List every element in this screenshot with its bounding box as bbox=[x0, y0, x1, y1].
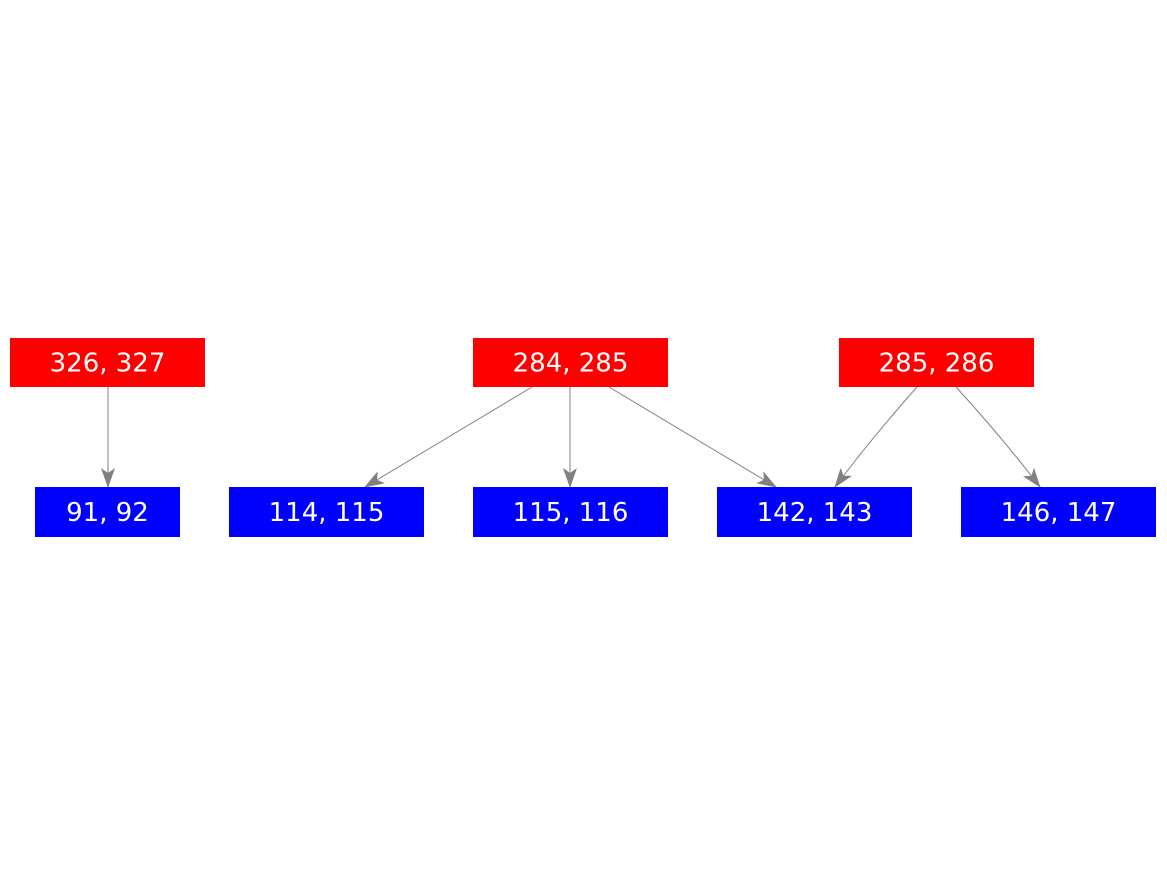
node-n91: 91, 92 bbox=[35, 487, 180, 537]
node-n284: 284, 285 bbox=[473, 338, 668, 387]
node-n146: 146, 147 bbox=[961, 487, 1156, 537]
node-box bbox=[839, 338, 1034, 387]
node-label: 115, 116 bbox=[513, 498, 629, 528]
node-box bbox=[35, 487, 180, 537]
node-n142: 142, 143 bbox=[717, 487, 912, 537]
node-box bbox=[961, 487, 1156, 537]
node-label: 114, 115 bbox=[269, 498, 385, 528]
edge-n284-to-n114 bbox=[364, 386, 533, 488]
edge-n285-to-n146 bbox=[955, 386, 1041, 488]
node-label: 326, 327 bbox=[50, 349, 166, 379]
node-box bbox=[717, 487, 912, 537]
node-n114: 114, 115 bbox=[229, 487, 424, 537]
node-label: 285, 286 bbox=[879, 349, 995, 379]
node-box bbox=[473, 338, 668, 387]
node-label: 142, 143 bbox=[757, 498, 873, 528]
node-label: 284, 285 bbox=[513, 349, 629, 379]
edge-n285-to-n142 bbox=[834, 386, 918, 488]
node-n115: 115, 116 bbox=[473, 487, 668, 537]
node-label: 91, 92 bbox=[66, 498, 149, 528]
node-box bbox=[10, 338, 205, 387]
node-box bbox=[229, 487, 424, 537]
node-n285: 285, 286 bbox=[839, 338, 1034, 387]
node-label: 146, 147 bbox=[1001, 498, 1117, 528]
edge-n284-to-n142 bbox=[608, 386, 777, 488]
node-n326: 326, 327 bbox=[10, 338, 205, 387]
node-box bbox=[473, 487, 668, 537]
